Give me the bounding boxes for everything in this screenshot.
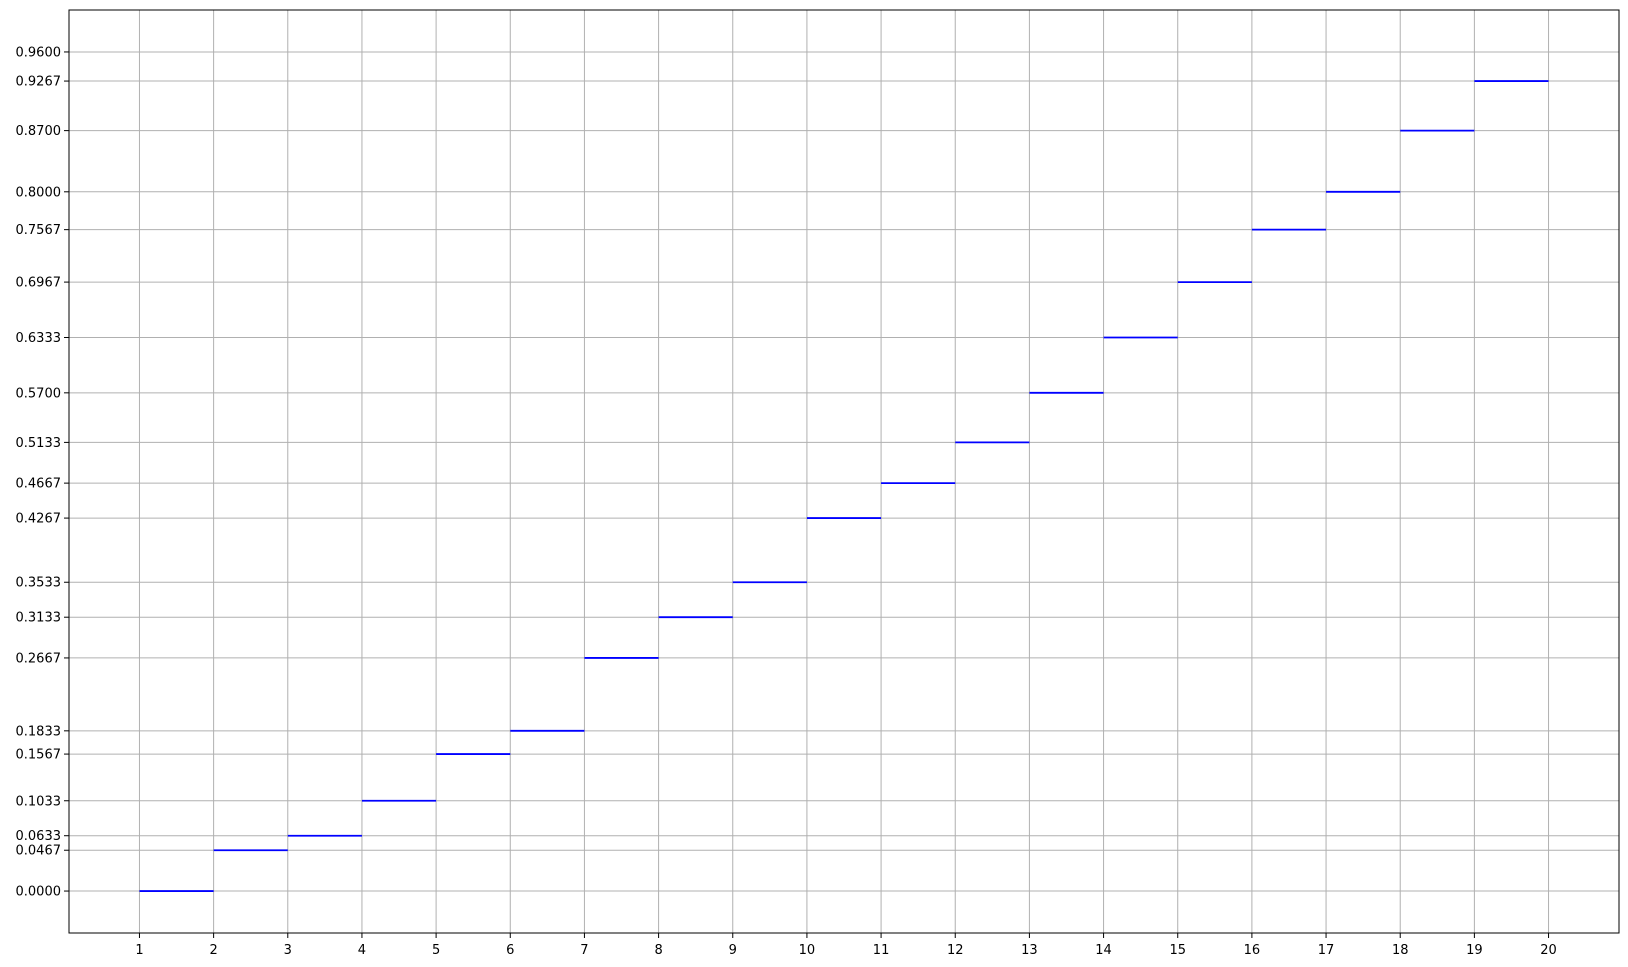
- x-tick-label: 16: [1244, 943, 1261, 958]
- x-tick-label: 12: [947, 943, 964, 958]
- y-tick-label: 0.9600: [16, 45, 62, 60]
- x-tick-label: 1: [135, 943, 143, 958]
- x-tick-label: 7: [580, 943, 588, 958]
- y-tick-label: 0.3533: [16, 576, 62, 591]
- x-axis-ticks: 1 2 3 4 5 6 7 8 9 10 11 12 13 14 15 16 17 18 19 20: [135, 933, 1557, 958]
- x-tick-label: 15: [1169, 943, 1186, 958]
- y-tick-label: 0.1833: [16, 724, 62, 739]
- data-segments: [139, 80, 1549, 892]
- x-tick-label: 4: [358, 943, 366, 958]
- y-tick-label: 0.6967: [16, 276, 62, 291]
- x-tick-label: 17: [1318, 943, 1335, 958]
- x-tick-label: 13: [1021, 943, 1038, 958]
- y-tick-label: 0.8000: [16, 185, 62, 200]
- y-tick-label: 0.9267: [16, 75, 62, 90]
- x-tick-label: 2: [209, 943, 217, 958]
- x-tick-label: 11: [873, 943, 890, 958]
- y-tick-label: 0.7567: [16, 223, 62, 238]
- x-tick-label: 18: [1392, 943, 1409, 958]
- y-tick-label: 0.5133: [16, 436, 62, 451]
- y-tick-label: 0.8700: [16, 124, 62, 139]
- y-tick-label: 0.4667: [16, 477, 62, 492]
- x-tick-label: 6: [506, 943, 514, 958]
- y-tick-label: 0.2667: [16, 651, 62, 666]
- x-tick-label: 9: [729, 943, 737, 958]
- x-tick-label: 14: [1095, 943, 1112, 958]
- y-tick-label: 0.4267: [16, 512, 62, 527]
- x-tick-label: 10: [799, 943, 816, 958]
- plot-frame: [68, 9, 1620, 934]
- grid-lines: [69, 10, 1619, 933]
- y-tick-label: 0.6333: [16, 331, 62, 346]
- x-tick-label: 5: [432, 943, 440, 958]
- x-tick-label: 8: [654, 943, 662, 958]
- y-tick-label: 0.0000: [16, 885, 62, 900]
- x-tick-label: 20: [1540, 943, 1557, 958]
- y-tick-label: 0.5700: [16, 386, 62, 401]
- x-tick-label: 3: [284, 943, 292, 958]
- x-tick-label: 19: [1466, 943, 1483, 958]
- y-tick-label: 0.1033: [16, 794, 62, 809]
- y-tick-label: 0.1567: [16, 748, 62, 763]
- y-tick-label: 0.0633: [16, 829, 62, 844]
- y-tick-label: 0.0467: [16, 844, 62, 859]
- y-tick-label: 0.3133: [16, 611, 62, 626]
